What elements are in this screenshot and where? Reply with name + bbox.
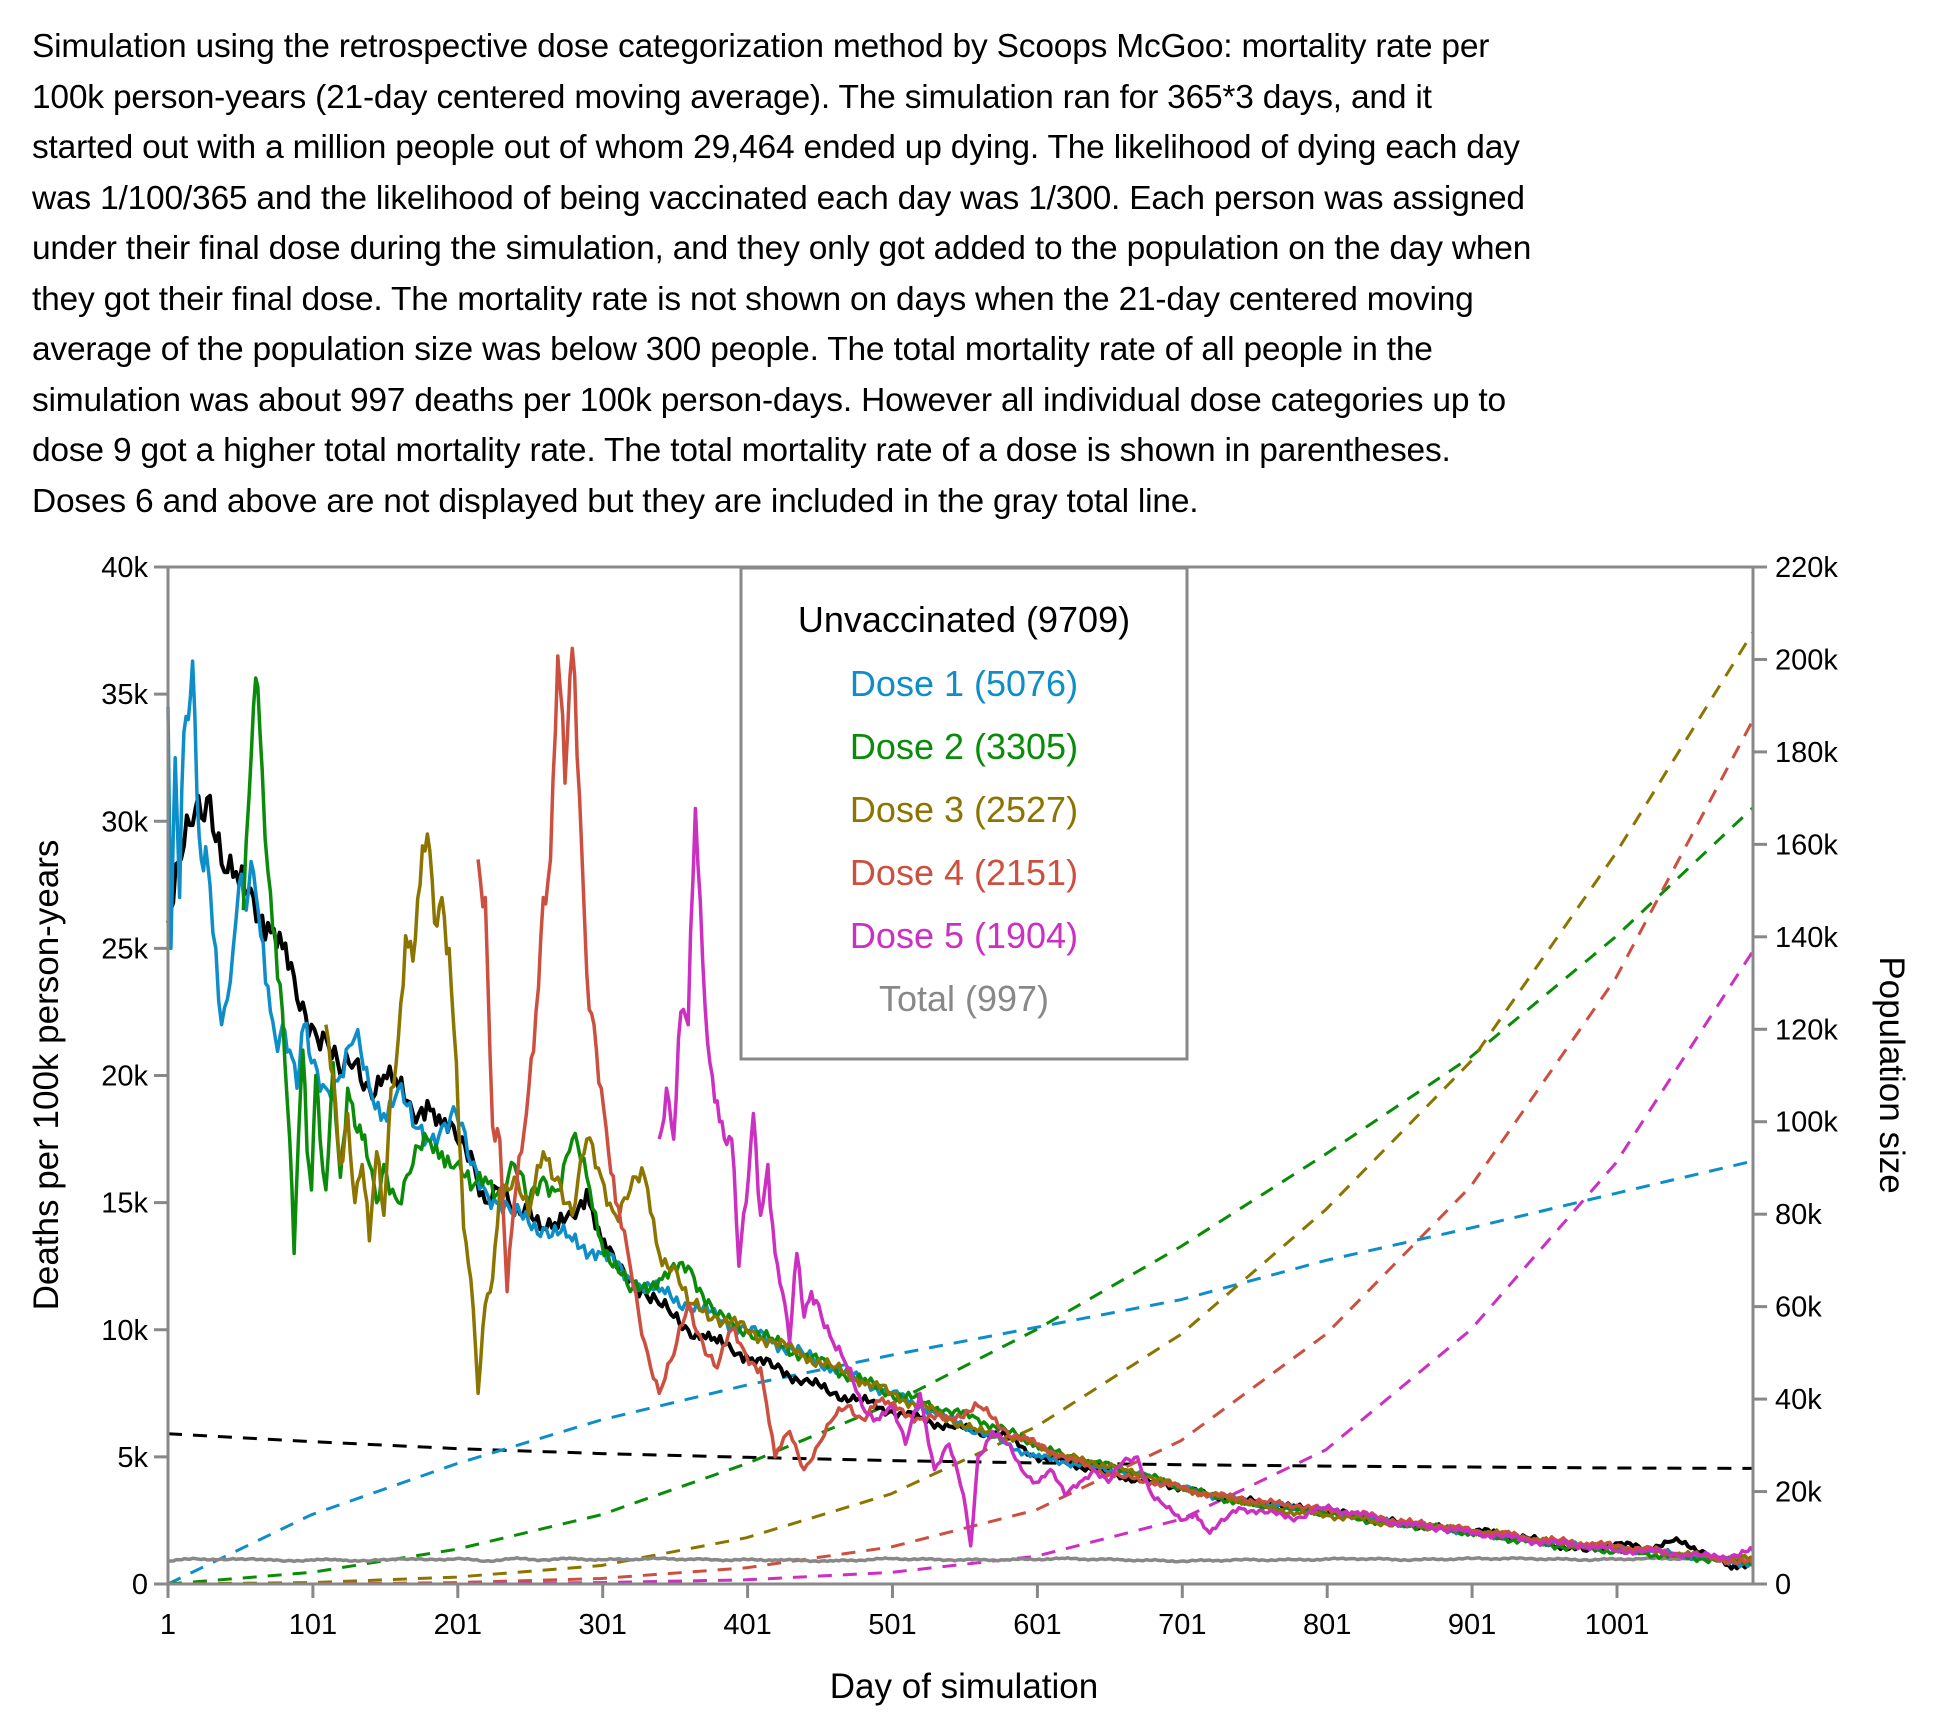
x-tick-label: 501 [868, 1609, 916, 1641]
x-tick-label: 401 [723, 1609, 771, 1641]
population-line-dose-1-population [167, 1159, 1754, 1586]
y2-tick-label: 20k [1775, 1477, 1822, 1509]
x-tick-label: 1001 [1585, 1609, 1650, 1641]
mortality-line-dose-5 [657, 806, 1755, 1562]
y-tick-label: 25k [101, 933, 148, 965]
mortality-lines [166, 646, 1755, 1571]
caption: Simulation using the retrospective dose … [32, 22, 1912, 527]
x-tick-label: 301 [579, 1609, 627, 1641]
y2-axis-title: Population size [1872, 956, 1911, 1193]
legend-item-unvaccinated: Unvaccinated (9709) [798, 599, 1130, 640]
caption-line: Doses 6 and above are not displayed but … [32, 482, 1199, 520]
y2-tick-label: 80k [1775, 1199, 1822, 1231]
y2-tick-label: 140k [1775, 922, 1838, 954]
y-tick-label: 20k [101, 1061, 148, 1093]
x-tick-label: 601 [1013, 1609, 1061, 1641]
population-line-unvaccinated-population [167, 1432, 1754, 1470]
legend-item-dose-1: Dose 1 (5076) [850, 663, 1078, 704]
y-tick-label: 5k [117, 1442, 148, 1474]
legend: Unvaccinated (9709) Dose 1 (5076) Dose 2… [739, 566, 1189, 1061]
caption-line: started out with a million people out of… [32, 129, 1520, 166]
mortality-line-total [167, 1555, 1754, 1564]
y-tick-label: 40k [101, 552, 148, 584]
population-line-dose-5-population [168, 949, 1755, 1586]
caption-line: under their final dose during the simula… [32, 230, 1532, 267]
y2-tick-label: 0 [1775, 1569, 1791, 1601]
y2-tick-label: 200k [1775, 644, 1838, 676]
y-tick-label: 15k [101, 1188, 148, 1220]
y-tick-label: 35k [101, 679, 148, 711]
x-tick-label: 1 [160, 1609, 176, 1641]
y2-tick-label: 40k [1775, 1384, 1822, 1416]
y2-axis-ticks: 0 20k 40k 60k 80k 100k 120k 140k 160k 180k 200k 220… [1753, 552, 1838, 1601]
caption-line: 100k person-years (21-day centered movin… [32, 78, 1432, 116]
caption-line: they got their final dose. The mortality… [32, 280, 1474, 318]
legend-item-dose-3: Dose 3 (2527) [850, 789, 1078, 830]
legend-item-dose-2: Dose 2 (3305) [850, 726, 1078, 767]
x-tick-label: 901 [1448, 1609, 1496, 1641]
legend-item-dose-5: Dose 5 (1904) [850, 915, 1078, 956]
x-axis-title: Day of simulation [830, 1667, 1098, 1706]
y-tick-label: 0 [132, 1569, 148, 1601]
y2-tick-label: 180k [1775, 737, 1838, 769]
y-axis-title: Deaths per 100k person-years [27, 840, 66, 1311]
y2-tick-label: 60k [1775, 1292, 1822, 1324]
legend-item-total: Total (997) [879, 978, 1049, 1019]
x-tick-label: 101 [289, 1609, 337, 1641]
x-tick-label: 801 [1303, 1609, 1351, 1641]
x-tick-label: 701 [1158, 1609, 1206, 1641]
y2-tick-label: 120k [1775, 1014, 1838, 1046]
caption-line: Simulation using the retrospective dose … [32, 28, 1490, 65]
y2-tick-label: 100k [1775, 1107, 1838, 1139]
population-lines [167, 630, 1755, 1586]
y-axis-ticks: 0 5k 10k 15k 20k 25k 30k 35k 40k [101, 552, 168, 1601]
population-line-dose-3-population [167, 630, 1755, 1586]
legend-item-dose-4: Dose 4 (2151) [850, 852, 1078, 893]
caption-line: was 1/100/365 and the likelihood of bein… [32, 179, 1525, 217]
y-tick-label: 30k [101, 806, 148, 838]
caption-line: average of the population size was below… [32, 331, 1433, 368]
y2-tick-label: 220k [1775, 552, 1838, 584]
population-line-dose-2-population [167, 806, 1755, 1586]
caption-line: simulation was about 997 deaths per 100k… [32, 381, 1506, 419]
caption-line: dose 9 got a higher total mortality rate… [32, 432, 1451, 469]
x-tick-label: 201 [434, 1609, 482, 1641]
y2-tick-label: 160k [1775, 829, 1838, 861]
x-axis-ticks: 1 101 201 301 401 501 601 701 801 901 1001 [160, 1584, 1649, 1641]
y-tick-label: 10k [101, 1315, 148, 1347]
legend-box [739, 566, 1189, 1061]
mortality-line-dose-2 [241, 676, 1755, 1566]
